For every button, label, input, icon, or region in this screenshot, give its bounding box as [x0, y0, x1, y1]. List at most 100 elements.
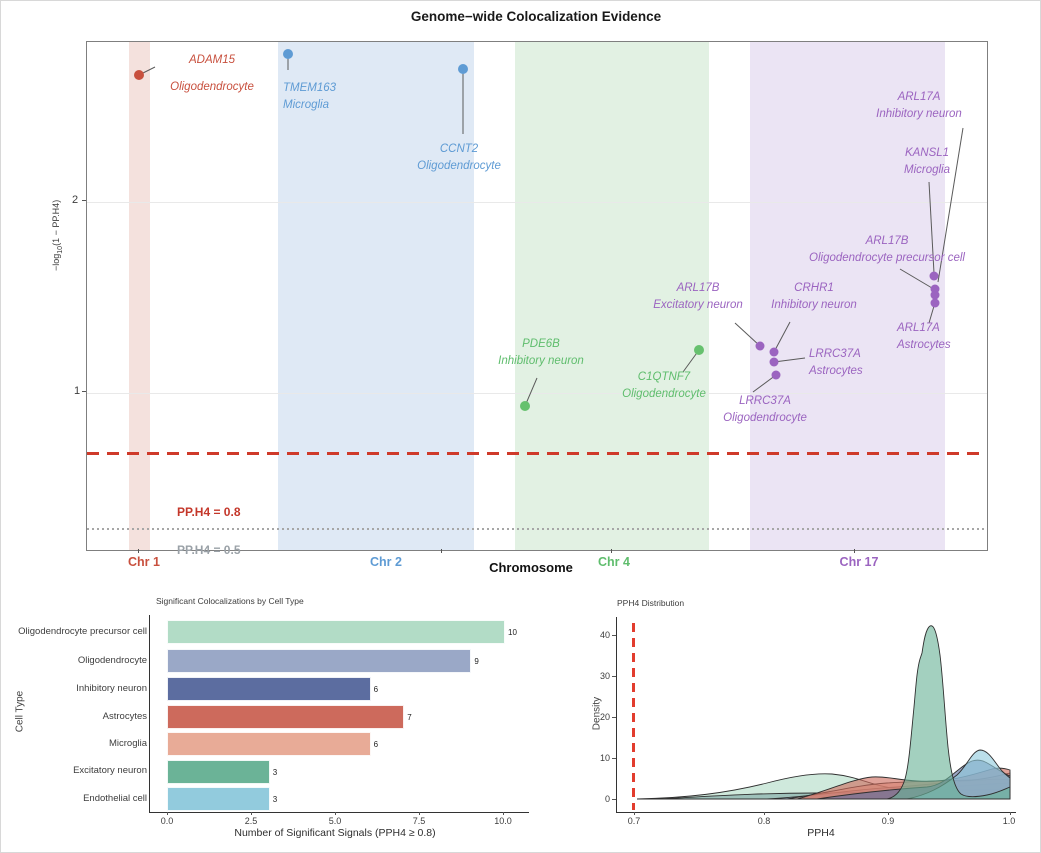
bar-value: 10 — [508, 627, 517, 637]
bar-xtick-2.5: 2.5 — [244, 816, 258, 826]
bar-xtick-mark — [335, 812, 336, 815]
bar-row: 7 — [167, 705, 412, 729]
bar-row: 6 — [167, 732, 379, 756]
bar-category-label: Endothelial cell — [83, 793, 147, 804]
density-ytick-mark — [612, 635, 616, 636]
chr4-band — [515, 42, 709, 550]
density-xtick-0.7: 0.7 — [627, 816, 641, 826]
label-arl17a-astrocytes: ARL17A Astrocytes — [897, 322, 951, 351]
density-ytick-mark — [612, 758, 616, 759]
main-plot-area: ADAM15 Oligodendrocyte TMEM163 Microglia C… — [86, 41, 988, 557]
label-kansl1: KANSL1 Microglia — [903, 147, 951, 176]
main-xtick-mark — [854, 549, 855, 553]
main-ytick-mark — [82, 391, 86, 392]
bar-value: 6 — [373, 684, 379, 694]
main-chart-title: Genome−wide Colocalization Evidence — [410, 9, 662, 24]
density-xtick-0.8: 0.8 — [757, 816, 771, 826]
pph4-0.8-threshold-label: PP.H4 = 0.8 — [177, 505, 241, 519]
label-c1qtnf7: C1QTNF7 Oligodendrocyte — [622, 371, 706, 400]
density-ytick-0: 0 — [604, 794, 610, 804]
bar-xtick-0.0: 0.0 — [160, 816, 174, 826]
density-ytick-mark — [612, 676, 616, 677]
bar-astrocytes — [167, 705, 405, 729]
bar-value: 3 — [272, 794, 278, 804]
main-ytick-2: 2 — [72, 194, 79, 206]
bar-microglia — [167, 732, 371, 756]
density-threshold-line — [632, 623, 635, 810]
bar-category-label: Excitatory neuron — [73, 765, 147, 776]
label-tmem163: TMEM163 Microglia — [283, 82, 337, 111]
bar-chart-title: Significant Colocalizations by Cell Type — [156, 596, 304, 606]
bar-opc — [167, 620, 505, 644]
gridline-y2 — [87, 202, 987, 203]
density-ytick-10: 10 — [599, 753, 610, 763]
main-y-axis-label: −log10(1 − PP.H4) — [51, 199, 64, 271]
label-arl17b-excitatory: ARL17B Excitatory neuron — [653, 282, 743, 311]
chr17-band — [750, 42, 945, 550]
bar-xtick-mark — [251, 812, 252, 815]
main-xtick-mark — [441, 549, 442, 553]
bar-excitatory-neuron — [167, 760, 270, 784]
density-ytick-mark — [612, 717, 616, 718]
label-pde6b: PDE6B Inhibitory neuron — [498, 338, 584, 367]
bar-x-spine — [149, 812, 529, 813]
bar-value: 9 — [474, 656, 479, 666]
label-arl17b-opc: ARL17B Oligodendrocyte precursor cell — [809, 235, 965, 264]
chr1-band — [129, 42, 150, 550]
density-y-spine — [616, 617, 617, 812]
bar-oligodendrocyte — [167, 649, 472, 673]
bar-x-axis-label: Number of Significant Signals (PPH4 ≥ 0.… — [234, 827, 436, 839]
label-arl17a-inhibitory: ARL17A Inhibitory neuron — [876, 91, 962, 120]
bar-row: 3 — [167, 760, 278, 784]
bar-category-label: Oligodendrocyte precursor cell — [18, 626, 147, 637]
label-ccnt2: CCNT2 Oligodendrocyte — [417, 143, 501, 172]
main-xtick-mark — [611, 549, 612, 553]
density-ytick-40: 40 — [599, 630, 610, 640]
bar-value: 7 — [407, 712, 412, 722]
chr2-axis-label: Chr 2 — [370, 555, 402, 569]
density-xtick-mark — [1010, 812, 1011, 815]
pph4-0.5-threshold-line — [87, 528, 987, 530]
bar-value: 3 — [272, 767, 278, 777]
density-xtick-0.9: 0.9 — [881, 816, 895, 826]
main-ytick-1: 1 — [74, 385, 81, 397]
density-x-axis-label: PPH4 — [807, 827, 835, 839]
bar-xtick-7.5: 7.5 — [412, 816, 426, 826]
gridline-y1 — [87, 393, 987, 394]
label-crhr1: CRHR1 Inhibitory neuron — [771, 282, 857, 311]
density-ytick-30: 30 — [599, 671, 610, 681]
density-xtick-mark — [634, 812, 635, 815]
chr1-axis-label: Chr 1 — [128, 555, 160, 569]
lollipop-layer — [134, 49, 964, 411]
main-xtick-mark — [138, 549, 139, 553]
density-ytick-mark — [612, 799, 616, 800]
bar-xtick-10.0: 10.0 — [494, 816, 512, 826]
density-xtick-1.0: 1.0 — [1002, 816, 1016, 826]
bar-xtick-mark — [419, 812, 420, 815]
bar-category-label: Inhibitory neuron — [76, 683, 147, 694]
density-ytick-20: 20 — [599, 712, 610, 722]
density-curves — [636, 625, 1011, 800]
chr17-axis-label: Chr 17 — [839, 555, 879, 569]
bar-xtick-mark — [167, 812, 168, 815]
bar-value: 6 — [373, 739, 379, 749]
bar-y-spine — [149, 615, 150, 812]
bar-xtick-5.0: 5.0 — [328, 816, 342, 826]
bar-category-label: Astrocytes — [102, 711, 147, 722]
bar-row: 10 — [167, 620, 517, 644]
density-xtick-mark — [764, 812, 765, 815]
bar-row: 9 — [167, 649, 479, 673]
bar-endothelial-cell — [167, 787, 270, 811]
bar-category-label: Microglia — [108, 738, 147, 749]
main-ytick-mark — [82, 200, 86, 201]
bar-category-label: Oligodendrocyte — [77, 655, 147, 666]
chr2-band — [278, 42, 474, 550]
chr4-axis-label: Chr 4 — [598, 555, 630, 569]
bar-xtick-mark — [503, 812, 504, 815]
label-adam15: ADAM15 Oligodendrocyte — [170, 54, 254, 93]
pph4-0.5-threshold-label: PP.H4 = 0.5 — [177, 543, 241, 557]
main-x-axis-label: Chromosome — [489, 560, 573, 575]
density-x-spine — [616, 812, 1016, 813]
label-lrrc37a-astrocytes: LRRC37A Astrocytes — [809, 348, 863, 377]
